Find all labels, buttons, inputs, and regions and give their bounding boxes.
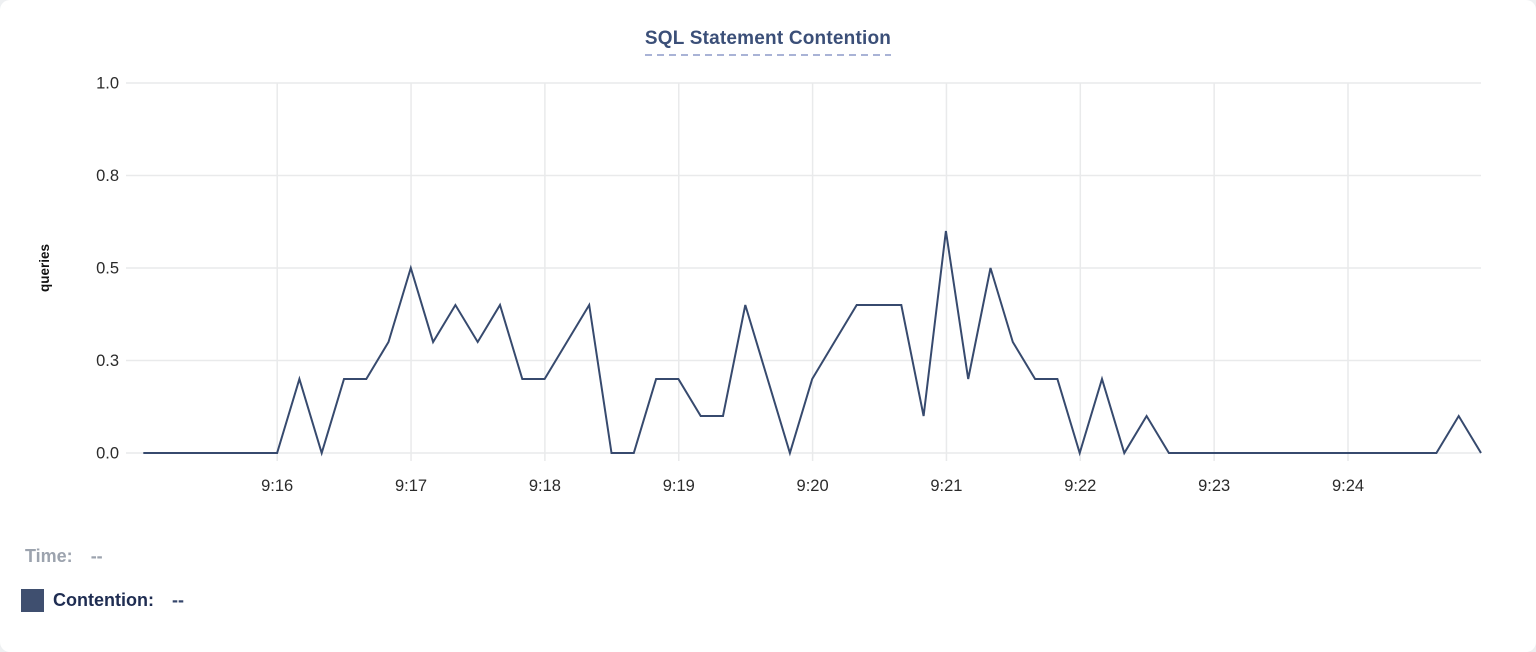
contention-label: Contention:: [53, 589, 154, 610]
x-tick-label: 9:24: [1332, 477, 1364, 495]
legend-contention-row: Contention: --: [21, 587, 184, 613]
chart-title[interactable]: SQL Statement Contention: [644, 28, 892, 56]
y-axis-label: queries: [37, 244, 52, 292]
chart-legend: Time: -- Contention: --: [21, 543, 184, 613]
x-tick-label: 9:22: [1064, 477, 1096, 495]
time-label: Time:: [25, 545, 73, 566]
y-tick-label: 0.0: [96, 445, 119, 463]
contention-value: --: [171, 589, 184, 610]
y-tick-label: 1.0: [96, 75, 119, 93]
y-tick-label: 0.3: [96, 352, 119, 370]
x-tick-label: 9:20: [797, 477, 829, 495]
legend-time-row: Time: --: [25, 543, 184, 569]
x-tick-label: 9:21: [930, 477, 962, 495]
x-tick-label: 9:16: [261, 477, 293, 495]
x-tick-label: 9:17: [395, 477, 427, 495]
x-tick-label: 9:23: [1198, 477, 1230, 495]
contention-legend-swatch: [21, 588, 44, 612]
y-tick-label: 0.5: [96, 260, 119, 278]
chart-header: SQL Statement Contention: [0, 28, 1536, 56]
x-tick-label: 9:19: [663, 477, 695, 495]
contention-chart-plot[interactable]: 9:16 9:17 9:18 9:19 9:20 9:21 9:22 9:23 9:24 1.0 0…: [0, 0, 1536, 512]
time-value: --: [90, 545, 103, 566]
x-tick-label: 9:18: [529, 477, 561, 495]
contention-series-line: [143, 230, 1482, 457]
y-tick-label: 0.8: [96, 167, 119, 185]
